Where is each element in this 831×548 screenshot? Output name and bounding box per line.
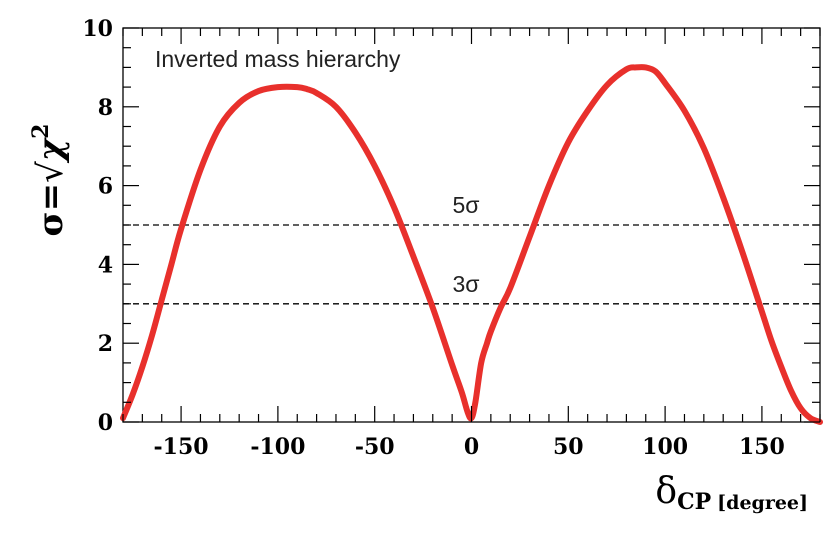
x-tick-label: -150 — [154, 434, 209, 460]
sensitivity-curve — [120, 64, 823, 425]
x-axis-label-unit: [degree] — [717, 492, 808, 514]
annotation-text: Inverted mass hierarchy — [155, 46, 401, 72]
y-tick-label: 8 — [98, 95, 113, 121]
y-axis-label-radical: √ — [31, 161, 71, 183]
reference-label-5sigma: 5σ — [453, 192, 480, 218]
y-axis-label: σ=√χ2 — [28, 124, 71, 237]
reference-lines-group: 5σ 3σ — [123, 192, 820, 305]
y-tick-label: 10 — [82, 16, 113, 42]
x-tick-label: 50 — [553, 434, 584, 460]
x-axis-label-delta: δ — [655, 471, 677, 512]
ticks-group — [122, 27, 821, 423]
x-axis-label-subscript: CP — [677, 489, 711, 515]
y-tick-label: 0 — [98, 410, 113, 436]
y-tick-label: 4 — [98, 252, 113, 278]
x-axis-label: δCP [degree] — [655, 471, 808, 515]
x-tick-label: 0 — [464, 434, 479, 460]
y-tick-label: 6 — [98, 174, 113, 200]
x-tick-label: -50 — [355, 434, 395, 460]
curve-group — [120, 64, 823, 425]
svg-text:σ=√χ2: σ=√χ2 — [28, 124, 71, 237]
tick-labels-group: -150 -100 -50 0 50 100 150 0 2 4 6 8 10 — [82, 16, 785, 460]
x-tick-label: -100 — [250, 434, 305, 460]
y-axis-label-chi: χ — [31, 136, 71, 163]
x-tick-label: 150 — [739, 434, 785, 460]
y-axis-label-exponent: 2 — [28, 124, 54, 139]
x-tick-label: 100 — [642, 434, 688, 460]
y-axis-label-lhs: σ= — [31, 183, 71, 237]
reference-label-3sigma: 3σ — [453, 271, 480, 297]
y-tick-label: 2 — [98, 331, 113, 357]
